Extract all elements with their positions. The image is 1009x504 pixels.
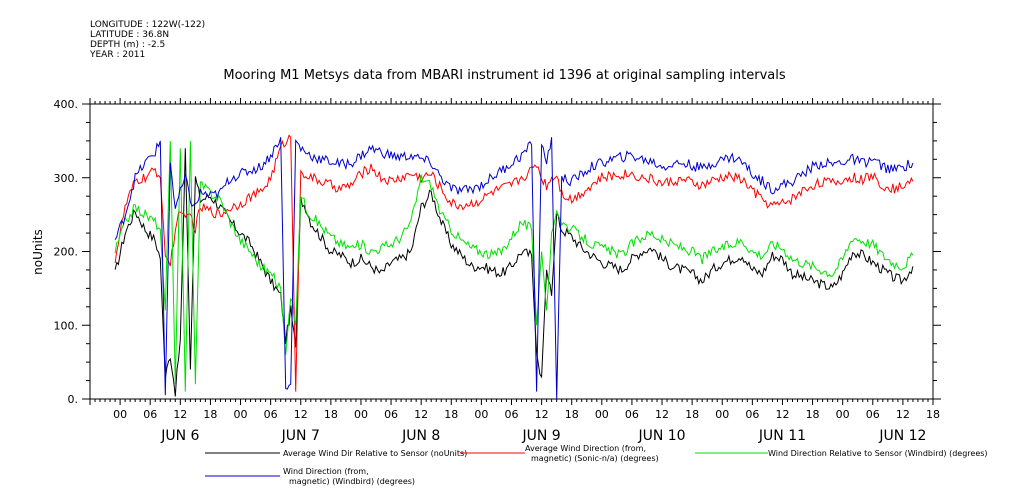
x-tick-label: 06: [264, 408, 278, 421]
x-tick-label: 06: [384, 408, 398, 421]
legend: Average Wind Dir Relative to Sensor (noU…: [205, 444, 988, 486]
metadata-block: LONGITUDE : 122W(-122) LATITUDE : 36.8N …: [90, 20, 205, 60]
x-tick-label: 18: [203, 408, 217, 421]
legend-label-line2: magnetic) (Sonic-n/a) (degrees): [531, 454, 659, 463]
y-tick-label: 200.: [54, 246, 79, 259]
x-tick-label: 12: [414, 408, 428, 421]
x-tick-label: 12: [535, 408, 549, 421]
latitude-text: LATITUDE : 36.8N: [90, 30, 170, 40]
x-tick-label: 12: [896, 408, 910, 421]
x-tick-label: 12: [655, 408, 669, 421]
x-tick-label: 00: [836, 408, 850, 421]
y-tick-label: 0.: [68, 393, 79, 406]
x-tick-label: 12: [173, 408, 187, 421]
depth-text: DEPTH (m) : -2.5: [90, 40, 166, 50]
series-line-1: [114, 148, 914, 397]
x-axis: 00 06 12 18 00 06 12 18 00 06 12 18 00 06 12 18 00 06 12 18…: [89, 98, 940, 444]
legend-label: Average Wind Direction (from,: [525, 444, 646, 453]
day-label: JUN 8: [401, 428, 440, 444]
x-tick-label: 06: [745, 408, 759, 421]
x-tick-label: 06: [505, 408, 519, 421]
day-label: JUN 7: [281, 428, 320, 444]
legend-label: Average Wind Dir Relative to Sensor (noU…: [283, 449, 467, 458]
x-tick-label: 18: [324, 408, 338, 421]
legend-label: Wind Direction Relative to Sensor (Windb…: [768, 449, 988, 458]
series-line-4: [114, 137, 914, 400]
x-tick-label: 00: [595, 408, 609, 421]
day-label: JUN 11: [758, 428, 806, 444]
x-tick-label: 00: [474, 408, 488, 421]
y-tick-label: 400.: [54, 98, 79, 111]
series-layer: [114, 134, 914, 400]
x-tick-label: 18: [685, 408, 699, 421]
x-tick-label: 18: [444, 408, 458, 421]
chart-title: Mooring M1 Metsys data from MBARI instru…: [223, 68, 786, 83]
x-tick-label: 00: [234, 408, 248, 421]
day-label: JUN 10: [637, 428, 685, 444]
day-label: JUN 12: [878, 428, 926, 444]
x-tick-label: 18: [806, 408, 820, 421]
series-line-3: [114, 140, 914, 392]
series-line-2: [114, 134, 914, 392]
day-label: JUN 6: [160, 428, 199, 444]
x-tick-label: 06: [866, 408, 880, 421]
x-tick-label: 00: [113, 408, 127, 421]
legend-label-line2: magnetic) (Windbird) (degrees): [289, 477, 415, 486]
y-tick-label: 100.: [54, 319, 79, 332]
x-tick-label: 12: [294, 408, 308, 421]
x-tick-label: 06: [143, 408, 157, 421]
legend-label: Wind Direction (from,: [283, 467, 369, 476]
day-label: JUN 9: [521, 428, 560, 444]
y-axis: 0. 100. 200. 300. 400.: [54, 98, 941, 406]
x-tick-label: 00: [715, 408, 729, 421]
x-tick-label: 00: [354, 408, 368, 421]
plot-frame: [89, 103, 934, 400]
x-tick-label: 18: [926, 408, 940, 421]
x-tick-label: 18: [565, 408, 579, 421]
x-tick-label: 06: [625, 408, 639, 421]
year-text: YEAR : 2011: [90, 50, 146, 60]
x-tick-label: 12: [775, 408, 789, 421]
longitude-text: LONGITUDE : 122W(-122): [90, 20, 206, 30]
y-axis-label: noUnits: [31, 229, 45, 275]
y-tick-label: 300.: [54, 172, 79, 185]
